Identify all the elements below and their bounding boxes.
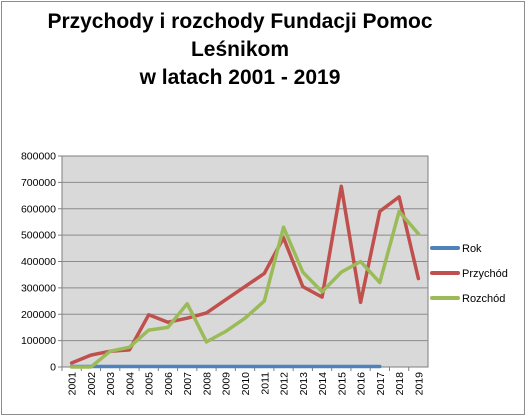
x-tick-label: 2019 [413, 372, 425, 396]
x-tick-label: 2015 [336, 372, 348, 396]
chart-title-line-2: Leśnikom [190, 38, 290, 61]
y-axis-ticks: 0 100000 200000 300000 400000 500000 600000 700… [21, 151, 62, 374]
series-lines [69, 184, 421, 369]
legend-label: Rok [462, 243, 482, 255]
chart-title-line-3: w latach 2001 - 2019 [139, 66, 341, 89]
y-tick-label: 500000 [21, 230, 56, 242]
x-tick-label: 2013 [298, 372, 310, 396]
x-tick-label: 2005 [144, 372, 156, 396]
y-tick-label: 0 [50, 362, 56, 374]
x-tick-label: 2008 [201, 372, 213, 396]
x-tick-label: 2010 [240, 372, 252, 396]
x-axis-ticks: 2001 2002 2003 2004 2005 2006 2007 2008 2009 2010… [61, 367, 425, 396]
y-tick-label: 400000 [21, 256, 56, 268]
x-tick-label: 2009 [221, 372, 233, 396]
x-tick-label: 2002 [86, 372, 98, 396]
x-tick-label: 2007 [182, 372, 194, 396]
y-tick-label: 700000 [21, 177, 56, 189]
x-tick-label: 2006 [163, 372, 175, 396]
legend: Rok Przychód Rozchód [430, 243, 508, 305]
legend-label: Przychód [462, 268, 508, 280]
chart-title-line-1: Przychody i rozchody Fundacji Pomoc [47, 10, 433, 33]
x-tick-label: 2016 [356, 372, 368, 396]
y-tick-label: 600000 [21, 203, 56, 215]
y-tick-label: 800000 [21, 151, 56, 163]
legend-label: Rozchód [462, 293, 505, 305]
series-line-przychód [69, 184, 421, 365]
x-tick-label: 2018 [394, 372, 406, 396]
x-tick-label: 2001 [67, 372, 79, 396]
x-tick-label: 2011 [259, 372, 271, 395]
series-line-rozchód [69, 209, 421, 369]
x-tick-label: 2003 [105, 372, 117, 396]
chart-title: Przychody i rozchody Fundacji Pomoc Leśn… [20, 8, 460, 92]
x-tick-label: 2004 [124, 372, 136, 396]
x-tick-label: 2017 [375, 372, 387, 396]
x-tick-label: 2012 [279, 372, 291, 396]
y-tick-label: 300000 [21, 282, 56, 294]
y-tick-label: 200000 [21, 309, 56, 321]
x-tick-label: 2014 [317, 372, 329, 396]
y-tick-label: 100000 [21, 335, 56, 347]
